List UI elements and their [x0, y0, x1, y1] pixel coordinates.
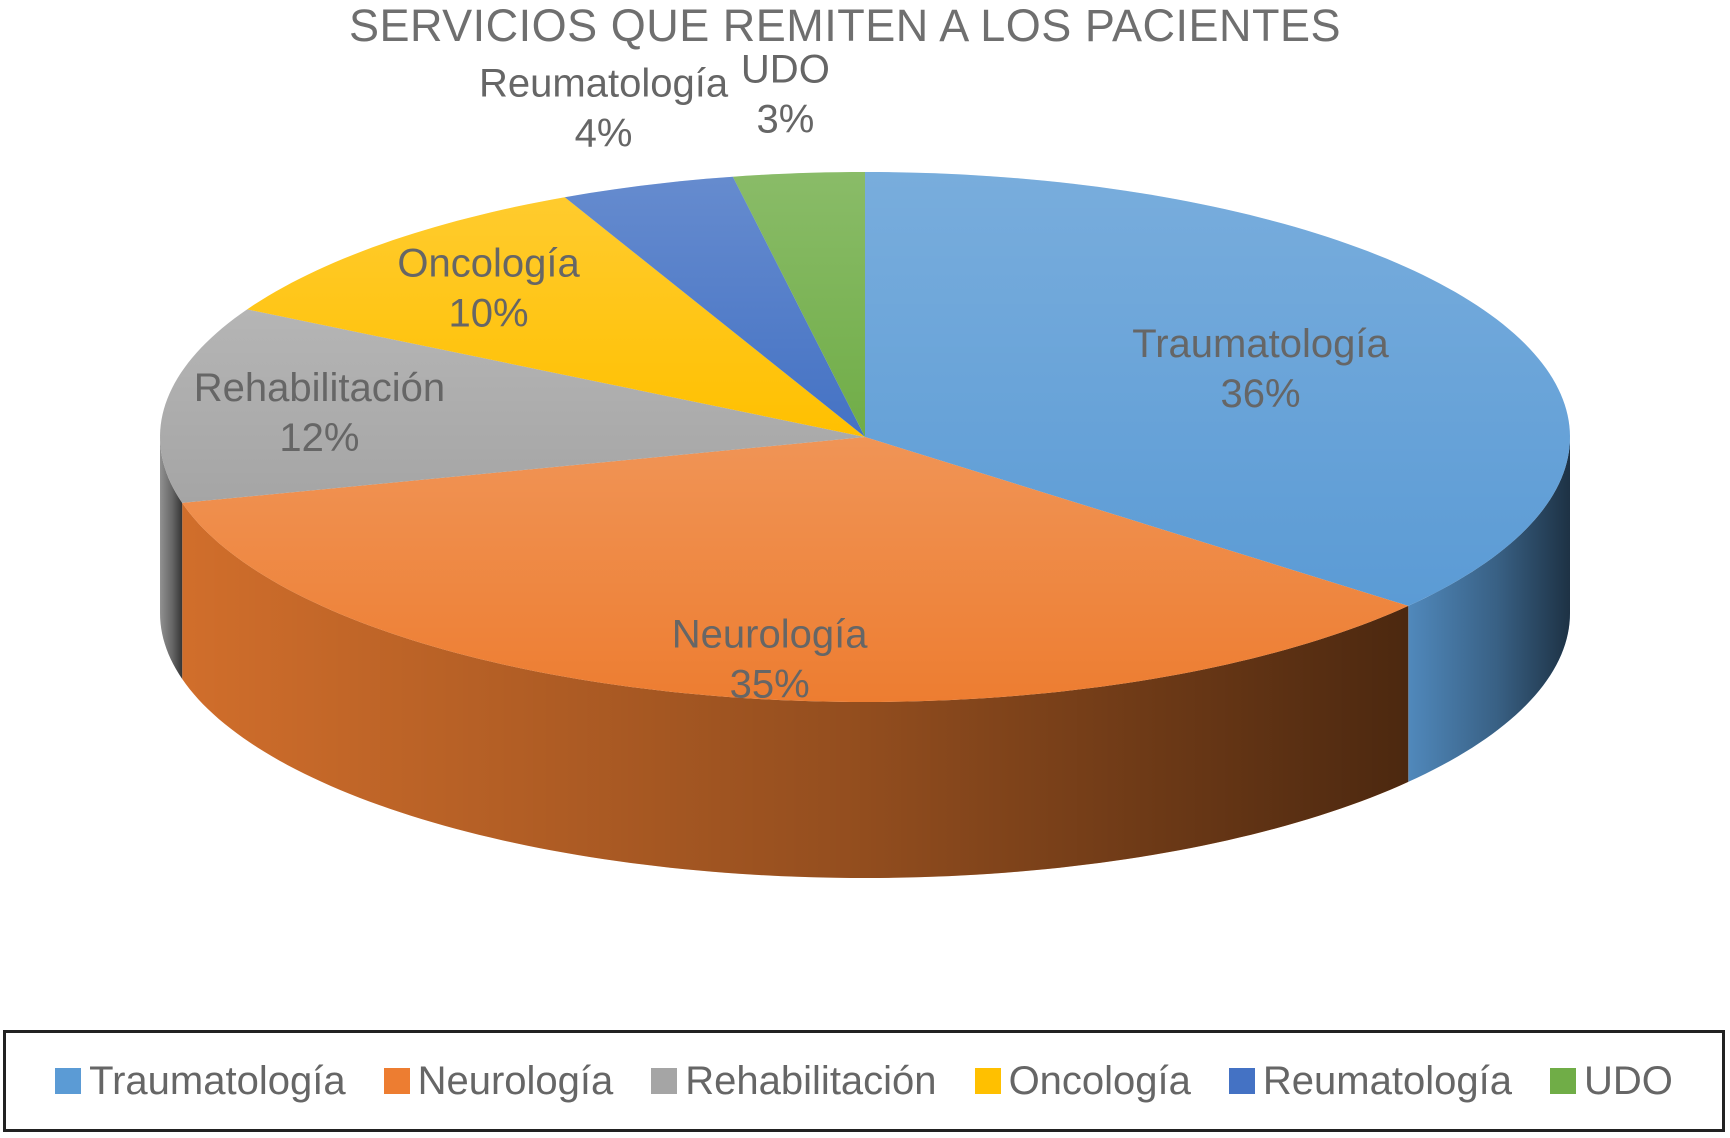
pie-slice-shine-udo — [732, 172, 865, 437]
slice-value-oncologia: 10% — [449, 291, 529, 335]
slice-value-traumatologia: 36% — [1220, 372, 1300, 416]
pie-side-shade-rehabilitacion — [160, 437, 183, 679]
pie-chart: Traumatología 36% Neurología 35% Rehabilitac… — [160, 47, 1570, 878]
legend-swatch-reumatologia — [1228, 1068, 1255, 1094]
slice-label-oncologia: Oncología — [397, 241, 580, 285]
pie-slice-shine-rehabilitacion — [160, 309, 865, 503]
slice-label-neurologia: Neurología — [672, 612, 868, 656]
slice-label-rehabilitacion: Rehabilitación — [194, 366, 445, 410]
chart-title: SERVICIOS QUE REMITEN A LOS PACIENTES — [348, 0, 1342, 51]
slice-label-reumatologia: Reumatología — [479, 62, 729, 106]
pie-side-shade-neurologia — [182, 502, 1409, 878]
slice-label-udo: UDO — [741, 47, 830, 91]
pie-slice-shine-neurologia — [182, 437, 1409, 702]
slice-value-neurologia: 35% — [730, 662, 810, 706]
legend-item-udo: UDO — [1549, 1058, 1673, 1104]
legend-label-oncologia: Oncología — [1008, 1058, 1191, 1103]
legend-label-neurologia: Neurología — [417, 1058, 614, 1103]
legend-swatch-neurologia — [383, 1068, 410, 1094]
legend-swatch-traumatologia — [55, 1068, 82, 1094]
slice-value-reumatologia: 4% — [575, 112, 633, 156]
pie-side-shade-traumatologia — [1408, 437, 1570, 782]
legend-swatch-oncologia — [974, 1068, 1001, 1094]
legend-label-reumatologia: Reumatología — [1262, 1058, 1512, 1103]
pie-slice-shine-traumatologia — [865, 172, 1570, 606]
legend-label-rehabilitacion: Rehabilitación — [685, 1058, 937, 1103]
legend-swatch-rehabilitacion — [651, 1068, 678, 1094]
legend-label-traumatologia: Traumatología — [89, 1058, 346, 1103]
legend-item-rehabilitacion: Rehabilitación — [651, 1058, 937, 1104]
slice-label-traumatologia: Traumatología — [1132, 322, 1389, 366]
legend-label-udo: UDO — [1583, 1058, 1673, 1103]
legend-swatch-udo — [1549, 1068, 1576, 1094]
legend-item-traumatologia: Traumatología — [55, 1058, 346, 1104]
legend-item-neurologia: Neurología — [383, 1058, 614, 1104]
legend-item-reumatologia: Reumatología — [1228, 1058, 1512, 1104]
pie-slice-shine-reumatologia — [564, 176, 865, 437]
legend-item-oncologia: Oncología — [974, 1058, 1191, 1104]
slice-value-rehabilitacion: 12% — [279, 416, 359, 460]
legend: Traumatología Neurología Rehabilitación Onc… — [3, 1030, 1725, 1132]
pie-slice-shine-oncologia — [247, 197, 865, 437]
slice-value-udo: 3% — [756, 97, 814, 141]
